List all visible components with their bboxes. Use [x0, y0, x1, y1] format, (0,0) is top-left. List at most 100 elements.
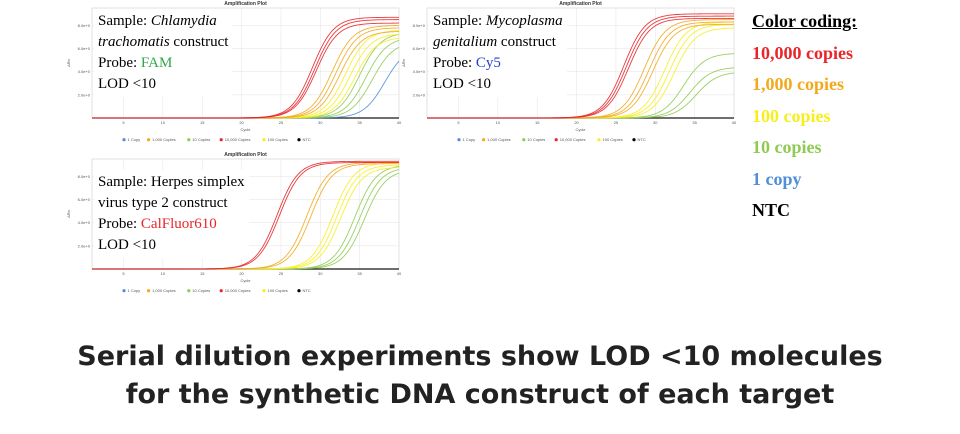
- x-tick-label: 5: [122, 271, 125, 276]
- legend-entry: 1 Copy: [128, 288, 141, 293]
- legend-marker: [219, 289, 223, 293]
- x-tick-label: 20: [574, 120, 579, 125]
- legend-marker: [187, 138, 191, 142]
- legend-marker: [147, 289, 151, 293]
- panel-2-sample-line-2: genitalium construct: [433, 32, 563, 53]
- panel-3-annotation: Sample: Herpes simplex virus type 2 cons…: [94, 170, 249, 258]
- legend-title: Color coding:: [752, 11, 858, 31]
- legend-entry: NTC: [638, 137, 646, 142]
- legend-marker: [457, 138, 461, 142]
- legend-marker: [262, 138, 266, 142]
- legend-entry: NTC: [303, 137, 311, 142]
- legend-entry: NTC: [303, 288, 311, 293]
- panel-1-sample-prefix: Sample:: [98, 13, 151, 29]
- y-tick-label: 4.0e+0: [413, 69, 426, 74]
- legend-entry: 10,000 Copies: [225, 137, 251, 142]
- legend-marker: [482, 138, 486, 142]
- panel-1-probe-prefix: Probe:: [98, 55, 141, 71]
- plot-title: Amplification Plot: [224, 1, 267, 7]
- panel-1-sample-line: Sample: Chlamydia: [98, 11, 228, 32]
- x-axis-label: Cycle: [240, 127, 251, 132]
- series-10-000-copies-curve: [92, 162, 399, 270]
- plot-title: Amplification Plot: [224, 152, 267, 158]
- panel-2-sample-species: genitalium: [433, 34, 498, 50]
- legend-marker: [122, 289, 126, 293]
- legend-entry: 10,000 Copies: [225, 288, 251, 293]
- x-tick-label: 5: [457, 120, 460, 125]
- panel-3-probe-prefix: Probe:: [98, 216, 141, 232]
- legend-marker: [597, 138, 601, 142]
- x-axis-label: Cycle: [240, 278, 251, 283]
- panel-3-probe-name: CalFluor610: [140, 216, 217, 232]
- y-axis-label: ΔRn: [66, 210, 71, 218]
- caption-line-2: for the synthetic DNA construct of each …: [125, 379, 835, 410]
- y-tick-label: 4.0e+0: [78, 220, 91, 225]
- x-tick-label: 10: [496, 120, 501, 125]
- y-tick-label: 6.0e+0: [78, 197, 91, 202]
- legend-marker: [122, 138, 126, 142]
- y-tick-label: 2.0e+0: [78, 243, 91, 248]
- legend-entry: 100 Copies: [268, 288, 288, 293]
- y-tick-label: 2.0e+0: [78, 92, 91, 97]
- legend-entry: 1,000 Copies: [152, 288, 176, 293]
- x-tick-label: 30: [318, 120, 323, 125]
- x-tick-label: 25: [614, 120, 619, 125]
- legend-entry: 1 Copy: [463, 137, 476, 142]
- legend-entry: 1 Copy: [128, 137, 141, 142]
- legend-marker: [187, 289, 191, 293]
- y-axis-label: ΔRn: [401, 59, 406, 67]
- legend-marker: [297, 138, 301, 142]
- panel-2-annotation: Sample: Mycoplasma genitalium construct …: [429, 9, 567, 97]
- x-tick-label: 20: [239, 120, 244, 125]
- legend-marker: [297, 289, 301, 293]
- x-tick-label: 35: [692, 120, 697, 125]
- legend-marker: [632, 138, 636, 142]
- panel-3-probe-line: Probe: CalFluor610: [98, 214, 245, 235]
- x-axis-label: Cycle: [575, 127, 586, 132]
- legend-marker: [262, 289, 266, 293]
- legend-entry: 100 Copies: [603, 137, 623, 142]
- series-10-000-copies-curve: [427, 17, 734, 119]
- x-tick-label: 30: [653, 120, 658, 125]
- legend-entry: 100 Copies: [268, 137, 288, 142]
- color-coding-legend: Color coding: 10,000 copies 1,000 copies…: [752, 6, 857, 227]
- legend-entry: 10 Copies: [527, 137, 545, 142]
- x-tick-label: 5: [122, 120, 125, 125]
- panel-1-lod: LOD <10: [98, 76, 157, 92]
- panel-2-sample-genus: Mycoplasma: [485, 13, 563, 29]
- panel-2-probe-name: Cy5: [475, 55, 501, 71]
- plot-title: Amplification Plot: [559, 1, 602, 7]
- panel-3-sample-line-2: virus type 2 construct: [98, 195, 228, 211]
- caption-line-1: Serial dilution experiments show LOD <10…: [77, 341, 883, 372]
- legend-marker: [554, 138, 558, 142]
- y-axis-label: ΔRn: [66, 59, 71, 67]
- panel-3-lod: LOD <10: [98, 237, 157, 253]
- panel-2-lod: LOD <10: [433, 76, 492, 92]
- panel-2-probe-line: Probe: Cy5: [433, 53, 563, 74]
- y-tick-label: 8.0e+0: [413, 23, 426, 28]
- panel-1-sample-genus: Chlamydia: [150, 13, 217, 29]
- x-tick-label: 15: [535, 120, 540, 125]
- x-tick-label: 10: [161, 120, 166, 125]
- x-tick-label: 25: [279, 120, 284, 125]
- legend-item-1-copy: 1 copy: [752, 168, 802, 189]
- legend-marker: [522, 138, 526, 142]
- panel-2-sample-suffix: construct: [497, 34, 556, 50]
- panel-1-sample-line-2: trachomatis construct: [98, 32, 228, 53]
- legend-entry: 10 Copies: [192, 288, 210, 293]
- x-tick-label: 10: [161, 271, 166, 276]
- legend-item-10-copies: 10 copies: [752, 137, 822, 157]
- legend-marker: [219, 138, 223, 142]
- legend-item-1000-copies: 1,000 copies: [752, 74, 844, 94]
- x-tick-label: 15: [200, 271, 205, 276]
- panel-2-sample-prefix: Sample:: [433, 13, 486, 29]
- x-tick-label: 40: [397, 120, 402, 125]
- legend-entry: 1,000 Copies: [487, 137, 511, 142]
- x-tick-label: 15: [200, 120, 205, 125]
- panel-2-probe-prefix: Probe:: [433, 55, 476, 71]
- series-10-000-copies-curve: [92, 22, 400, 119]
- panel-3-sample-line: Sample: Herpes simplex: [98, 174, 245, 190]
- x-tick-label: 30: [318, 271, 323, 276]
- x-tick-label: 20: [239, 271, 244, 276]
- legend-item-ntc: NTC: [752, 200, 791, 220]
